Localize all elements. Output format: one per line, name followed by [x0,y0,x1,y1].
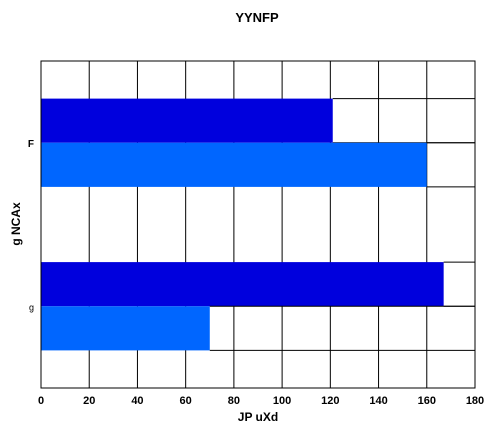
x-tick-label: 0 [38,395,44,407]
x-tick-label: 60 [180,395,192,407]
x-tick-labels: 0 20 40 60 80 100 120 140 160 180 [38,395,484,407]
x-axis-label: JP uXd [238,410,278,424]
x-tick-label: 120 [321,395,339,407]
y-axis-label: g NCAx [9,202,23,246]
bar [41,306,210,351]
x-tick-label: 100 [273,395,291,407]
chart-title: YYNFP [235,10,279,25]
x-tick-label: 180 [466,395,484,407]
x-tick-label: 80 [228,395,240,407]
plot-frame [40,60,476,389]
bar-series [41,98,475,351]
category-label: g [29,302,34,312]
bar [41,98,333,143]
category-label: F [28,139,34,150]
bar [41,142,427,187]
x-tick-label: 20 [83,395,95,407]
x-tick-label: 140 [369,395,387,407]
category-labels: Fg [28,139,34,313]
x-tick-label: 40 [131,395,143,407]
bar [41,262,444,307]
x-tick-label: 160 [418,395,436,407]
